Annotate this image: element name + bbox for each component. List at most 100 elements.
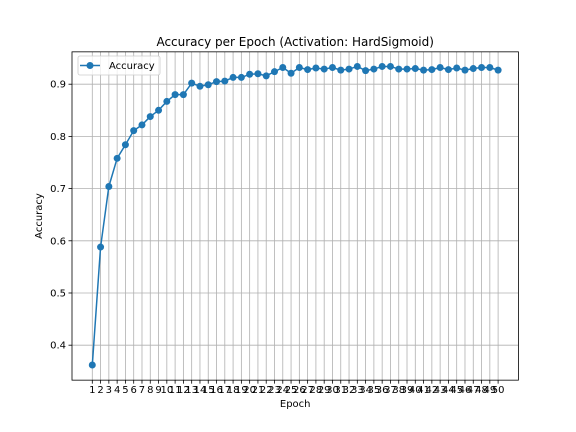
x-tick-label: 40 (409, 385, 422, 396)
data-point (312, 64, 320, 72)
x-tick-label: 2 (97, 385, 103, 396)
x-tick-label: 22 (260, 385, 273, 396)
data-point (428, 66, 436, 74)
x-tick-label: 17 (218, 385, 231, 396)
data-point (237, 73, 245, 81)
x-tick-label: 6 (131, 385, 137, 396)
x-tick-label: 39 (401, 385, 414, 396)
data-point (155, 106, 163, 114)
x-tick-label: 49 (483, 385, 496, 396)
y-tick-label: 0.4 (50, 341, 66, 352)
data-point (353, 62, 361, 70)
x-tick-label: 20 (243, 385, 256, 396)
data-point (461, 66, 469, 74)
grid (72, 51, 519, 381)
x-tick-label: 16 (210, 385, 223, 396)
y-axis-label: Accuracy (34, 193, 45, 239)
legend: Accuracy (77, 55, 161, 76)
x-tick-label: 1 (89, 385, 95, 396)
data-point (370, 65, 378, 73)
x-tick-label: 37 (384, 385, 397, 396)
data-point (362, 67, 370, 75)
x-tick-label: 50 (492, 385, 505, 396)
data-point (121, 141, 129, 149)
legend-marker-swatch (86, 62, 94, 69)
x-tick-label: 48 (475, 385, 488, 396)
data-point (171, 91, 179, 99)
x-tick-label: 34 (359, 385, 372, 396)
data-point (213, 78, 221, 86)
x-tick-label: 45 (450, 385, 463, 396)
x-tick-label: 8 (147, 385, 153, 396)
x-tick-label: 4 (114, 385, 120, 396)
data-point (138, 121, 146, 129)
data-point (287, 69, 295, 77)
data-point (486, 63, 494, 71)
data-point (494, 66, 502, 74)
data-point (403, 65, 411, 73)
x-tick-label: 13 (185, 385, 198, 396)
data-point (304, 66, 312, 74)
data-point (436, 63, 444, 71)
x-tick-label: 33 (351, 385, 364, 396)
x-tick-label: 10 (160, 385, 173, 396)
x-tick-label: 11 (169, 385, 182, 396)
data-point (163, 97, 171, 105)
x-tick-label: 3 (106, 385, 112, 396)
data-point (320, 65, 328, 73)
x-tick-label: 29 (318, 385, 331, 396)
x-tick-label: 19 (235, 385, 248, 396)
plot-frame (71, 51, 519, 381)
x-tick-label: 44 (442, 385, 455, 396)
y-tick-label: 0.5 (50, 288, 66, 299)
y-tick-label: 0.9 (50, 80, 66, 91)
legend-label: Accuracy (109, 61, 155, 72)
data-point (270, 68, 278, 76)
x-tick-label: 31 (334, 385, 347, 396)
x-tick-label: 9 (155, 385, 161, 396)
data-point (279, 63, 287, 71)
x-tick-label: 21 (252, 385, 265, 396)
data-point (420, 66, 428, 74)
y-tick-label: 0.7 (50, 184, 66, 195)
x-tick-label: 32 (343, 385, 356, 396)
x-tick-label: 18 (227, 385, 240, 396)
data-point (411, 65, 419, 73)
legend-box (77, 55, 161, 76)
data-point (246, 70, 254, 78)
data-point (345, 65, 353, 73)
x-tick-label: 5 (122, 385, 128, 396)
x-tick-label: 47 (467, 385, 480, 396)
data-point (229, 73, 237, 81)
data-point (204, 81, 212, 89)
x-tick-label: 38 (392, 385, 405, 396)
data-point (453, 64, 461, 72)
x-tick-label: 36 (376, 385, 389, 396)
x-tick-label: 23 (268, 385, 281, 396)
data-point (105, 183, 113, 191)
x-tick-label: 43 (434, 385, 447, 396)
data-point (478, 63, 486, 71)
data-point (378, 62, 386, 70)
data-point (130, 127, 138, 135)
data-point (113, 154, 121, 162)
x-tick-label: 28 (310, 385, 323, 396)
x-tick-label: 12 (177, 385, 190, 396)
x-tick-label: 46 (459, 385, 472, 396)
data-point (395, 65, 403, 73)
data-point (196, 82, 204, 90)
data-point (146, 113, 154, 121)
chart-title: Accuracy per Epoch (Activation: HardSigm… (156, 35, 433, 49)
x-tick-label: 42 (425, 385, 438, 396)
data-point (328, 63, 336, 71)
series-layer (88, 62, 502, 369)
x-tick-label: 27 (301, 385, 314, 396)
data-point (469, 65, 477, 73)
x-tick-label: 15 (202, 385, 215, 396)
data-point (221, 77, 229, 85)
y-tick-label: 0.6 (50, 236, 66, 247)
data-point (444, 66, 452, 74)
ticks: 1 2 3 4 5 6 7 8 91011121314151617181920212223242… (50, 80, 504, 396)
data-point (262, 72, 270, 80)
